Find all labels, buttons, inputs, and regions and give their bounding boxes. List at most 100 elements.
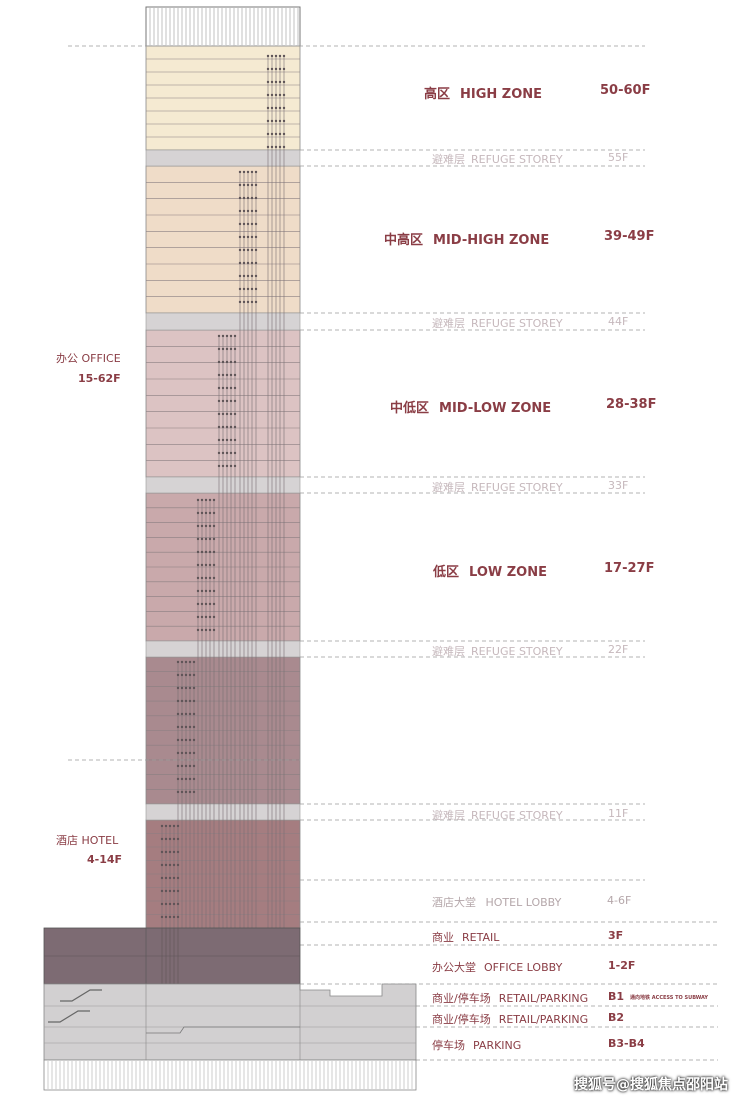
- elevator-stop-dot: [208, 524, 212, 528]
- elevator-stop-dot: [250, 170, 254, 174]
- refuge-en: REFUGE STOREY: [471, 481, 563, 494]
- elevator-stop-dot: [176, 915, 180, 919]
- basement-outline: [43, 983, 417, 1061]
- refuge-cn: 避难层: [432, 153, 465, 166]
- elevator-stop-dot: [212, 602, 216, 606]
- elevator-stop-dot: [270, 67, 274, 71]
- elevator-stop-dot: [246, 209, 250, 213]
- zone-en: MID-HIGH ZONE: [433, 233, 550, 248]
- elevator-stop-dot: [233, 334, 237, 338]
- elevator-stop-dot: [229, 373, 233, 377]
- elevator-stop-dot: [266, 80, 270, 84]
- elevator-stop-dot: [184, 712, 188, 716]
- base-label-b2: 商业/停车场 RETAIL/PARKING: [432, 1011, 588, 1027]
- elevator-stop-dot: [188, 777, 192, 781]
- elevator-stop-dot: [225, 425, 229, 429]
- elevator-cores: [160, 54, 286, 982]
- elevator-stop-dot: [233, 425, 237, 429]
- base-floor-1-2f: 1-2F: [608, 959, 636, 972]
- elevator-stop-dot: [180, 686, 184, 690]
- escalator-icon: [48, 1010, 90, 1023]
- elevator-stop-dot: [184, 777, 188, 781]
- elevator-stop-dot: [274, 132, 278, 136]
- elevator-stop-dot: [282, 67, 286, 71]
- elevator-stop-dot: [274, 106, 278, 110]
- elevator-stop-dot: [254, 261, 258, 265]
- zone-floors-high: 50-60F: [600, 83, 651, 98]
- elevator-stop-dot: [168, 876, 172, 880]
- elevator-stop-dot: [196, 498, 200, 502]
- elevator-stop-dot: [196, 524, 200, 528]
- refuge-label-22f: 避难层 REFUGE STOREY: [432, 643, 563, 659]
- elevator-stop-dot: [200, 576, 204, 580]
- elevator-stop-dot: [217, 438, 221, 442]
- elevator-stop-dot: [217, 334, 221, 338]
- hotel-lobby-cn: 酒店大堂: [432, 896, 476, 909]
- elevator-stop-dot: [229, 399, 233, 403]
- elevator-stop-dot: [242, 196, 246, 200]
- elevator-stop-dot: [192, 751, 196, 755]
- elevator-stop-dot: [176, 764, 180, 768]
- elevator-stop-dot: [164, 863, 168, 867]
- elevator-stop-dot: [233, 451, 237, 455]
- elevator-stop-dot: [221, 425, 225, 429]
- elevator-stop-dot: [192, 673, 196, 677]
- elevator-stop-dot: [233, 399, 237, 403]
- elevator-stop-dot: [225, 386, 229, 390]
- zone-label-mid-high: 中高区 MID-HIGH ZONE: [384, 229, 549, 248]
- base-floor-b1-code: B1: [608, 990, 625, 1003]
- elevator-stop-dot: [278, 93, 282, 97]
- elevator-stop-dot: [270, 54, 274, 58]
- elevator-stop-dot: [184, 725, 188, 729]
- elevator-stop-dot: [208, 615, 212, 619]
- elevator-stop-dot: [188, 673, 192, 677]
- zone-floors-mid-low: 28-38F: [606, 397, 657, 412]
- elevator-stop-dot: [212, 537, 216, 541]
- elevator-stop-dot: [184, 751, 188, 755]
- elevator-stop-dot: [196, 537, 200, 541]
- elevator-stop-dot: [172, 876, 176, 880]
- elevator-stop-dot: [160, 850, 164, 854]
- elevator-stop-dot: [217, 373, 221, 377]
- leader-lines: [68, 45, 718, 1061]
- elevator-stop-dot: [270, 119, 274, 123]
- elevator-stop-dot: [196, 602, 200, 606]
- elevator-stop-dot: [188, 712, 192, 716]
- zone-floors-low: 17-27F: [604, 561, 655, 576]
- elevator-stop-dot: [168, 824, 172, 828]
- elevator-stop-dot: [184, 738, 188, 742]
- elevator-stop-dot: [254, 300, 258, 304]
- refuge-cn: 避难层: [432, 481, 465, 494]
- base-floor-b3-b4: B3-B4: [608, 1037, 645, 1050]
- elevator-stop-dot: [184, 660, 188, 664]
- refuge-cn: 避难层: [432, 317, 465, 330]
- elevator-stop-dot: [200, 550, 204, 554]
- zone-label-low: 低区 LOW ZONE: [433, 561, 547, 580]
- elevator-stop-dot: [204, 563, 208, 567]
- zone-en: LOW ZONE: [469, 565, 547, 580]
- elevator-stop-dot: [164, 915, 168, 919]
- elevator-stop-dot: [221, 399, 225, 403]
- elevator-stop-dot: [282, 93, 286, 97]
- elevator-stop-dot: [238, 287, 242, 291]
- elevator-stop-dot: [192, 660, 196, 664]
- elevator-stop-dot: [225, 360, 229, 364]
- elevator-stop-dot: [233, 464, 237, 468]
- zone-cn: 中高区: [384, 233, 424, 248]
- elevator-stop-dot: [176, 837, 180, 841]
- elevator-stop-dot: [164, 850, 168, 854]
- elevator-stop-dot: [180, 751, 184, 755]
- elevator-stop-dot: [188, 660, 192, 664]
- elevator-stop-dot: [217, 399, 221, 403]
- elevator-stop-dot: [225, 347, 229, 351]
- elevator-stop-dot: [242, 300, 246, 304]
- elevator-stop-dot: [196, 628, 200, 632]
- elevator-stop-dot: [225, 412, 229, 416]
- base-en: OFFICE LOBBY: [484, 961, 563, 974]
- elevator-stop-dot: [176, 889, 180, 893]
- elevator-stop-dot: [192, 712, 196, 716]
- hotel-lobby-label: 酒店大堂 HOTEL LOBBY: [432, 894, 561, 910]
- hotel-lobby-en: HOTEL LOBBY: [485, 896, 562, 909]
- elevator-stop-dot: [246, 287, 250, 291]
